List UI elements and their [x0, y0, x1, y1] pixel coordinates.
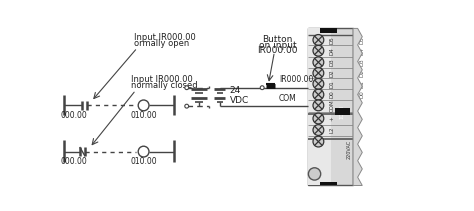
Text: 010.00: 010.00	[130, 157, 157, 166]
Text: D3: D3	[359, 58, 364, 66]
Bar	[309, 28, 353, 185]
Circle shape	[313, 113, 324, 124]
Text: D2: D2	[359, 69, 364, 77]
Circle shape	[356, 93, 358, 96]
Text: Input IR000.00: Input IR000.00	[131, 76, 193, 84]
Circle shape	[313, 125, 324, 135]
Circle shape	[356, 83, 358, 85]
Circle shape	[185, 86, 189, 90]
Bar	[335, 108, 350, 115]
Circle shape	[185, 104, 189, 108]
Text: Input IR000.00: Input IR000.00	[134, 33, 195, 42]
Circle shape	[356, 39, 358, 41]
Text: 000.00: 000.00	[61, 111, 88, 120]
Text: D2: D2	[330, 69, 335, 77]
Text: 010.00: 010.00	[130, 111, 157, 120]
Circle shape	[138, 100, 149, 111]
Text: D5: D5	[359, 36, 364, 44]
Text: +: +	[330, 116, 335, 121]
Text: D0: D0	[359, 91, 364, 99]
Polygon shape	[353, 28, 362, 185]
Bar	[320, 28, 337, 33]
Text: 1DCH: 1DCH	[340, 105, 345, 119]
Circle shape	[313, 136, 324, 147]
Text: ormally open: ormally open	[134, 39, 189, 47]
Circle shape	[313, 89, 324, 100]
Text: D4: D4	[359, 47, 364, 55]
Text: IR000.00: IR000.00	[279, 75, 313, 84]
Circle shape	[356, 50, 358, 52]
Circle shape	[313, 68, 324, 78]
Circle shape	[138, 146, 149, 157]
Circle shape	[260, 86, 264, 90]
Text: L2: L2	[330, 127, 335, 133]
Circle shape	[309, 168, 321, 180]
Circle shape	[313, 35, 324, 45]
Text: D5: D5	[330, 36, 335, 44]
Circle shape	[356, 72, 358, 74]
Text: COM: COM	[279, 94, 297, 103]
Text: 220VAC: 220VAC	[346, 140, 352, 159]
Bar	[320, 182, 337, 185]
Text: IR000.00: IR000.00	[257, 46, 298, 55]
Bar	[309, 28, 331, 185]
Text: on input: on input	[259, 41, 296, 50]
Text: D1: D1	[330, 80, 335, 88]
Circle shape	[313, 45, 324, 56]
Text: D1: D1	[359, 80, 364, 88]
Text: COM: COM	[330, 99, 335, 112]
Text: D0: D0	[330, 91, 335, 99]
Text: D3: D3	[330, 58, 335, 66]
Circle shape	[356, 61, 358, 64]
Circle shape	[313, 78, 324, 89]
Text: normally closed: normally closed	[131, 81, 198, 90]
Text: 24
VDC: 24 VDC	[230, 86, 249, 105]
Text: D4: D4	[330, 47, 335, 55]
Text: Button: Button	[263, 35, 293, 44]
Circle shape	[313, 100, 324, 111]
Text: 000.00: 000.00	[61, 157, 88, 166]
Circle shape	[313, 57, 324, 68]
